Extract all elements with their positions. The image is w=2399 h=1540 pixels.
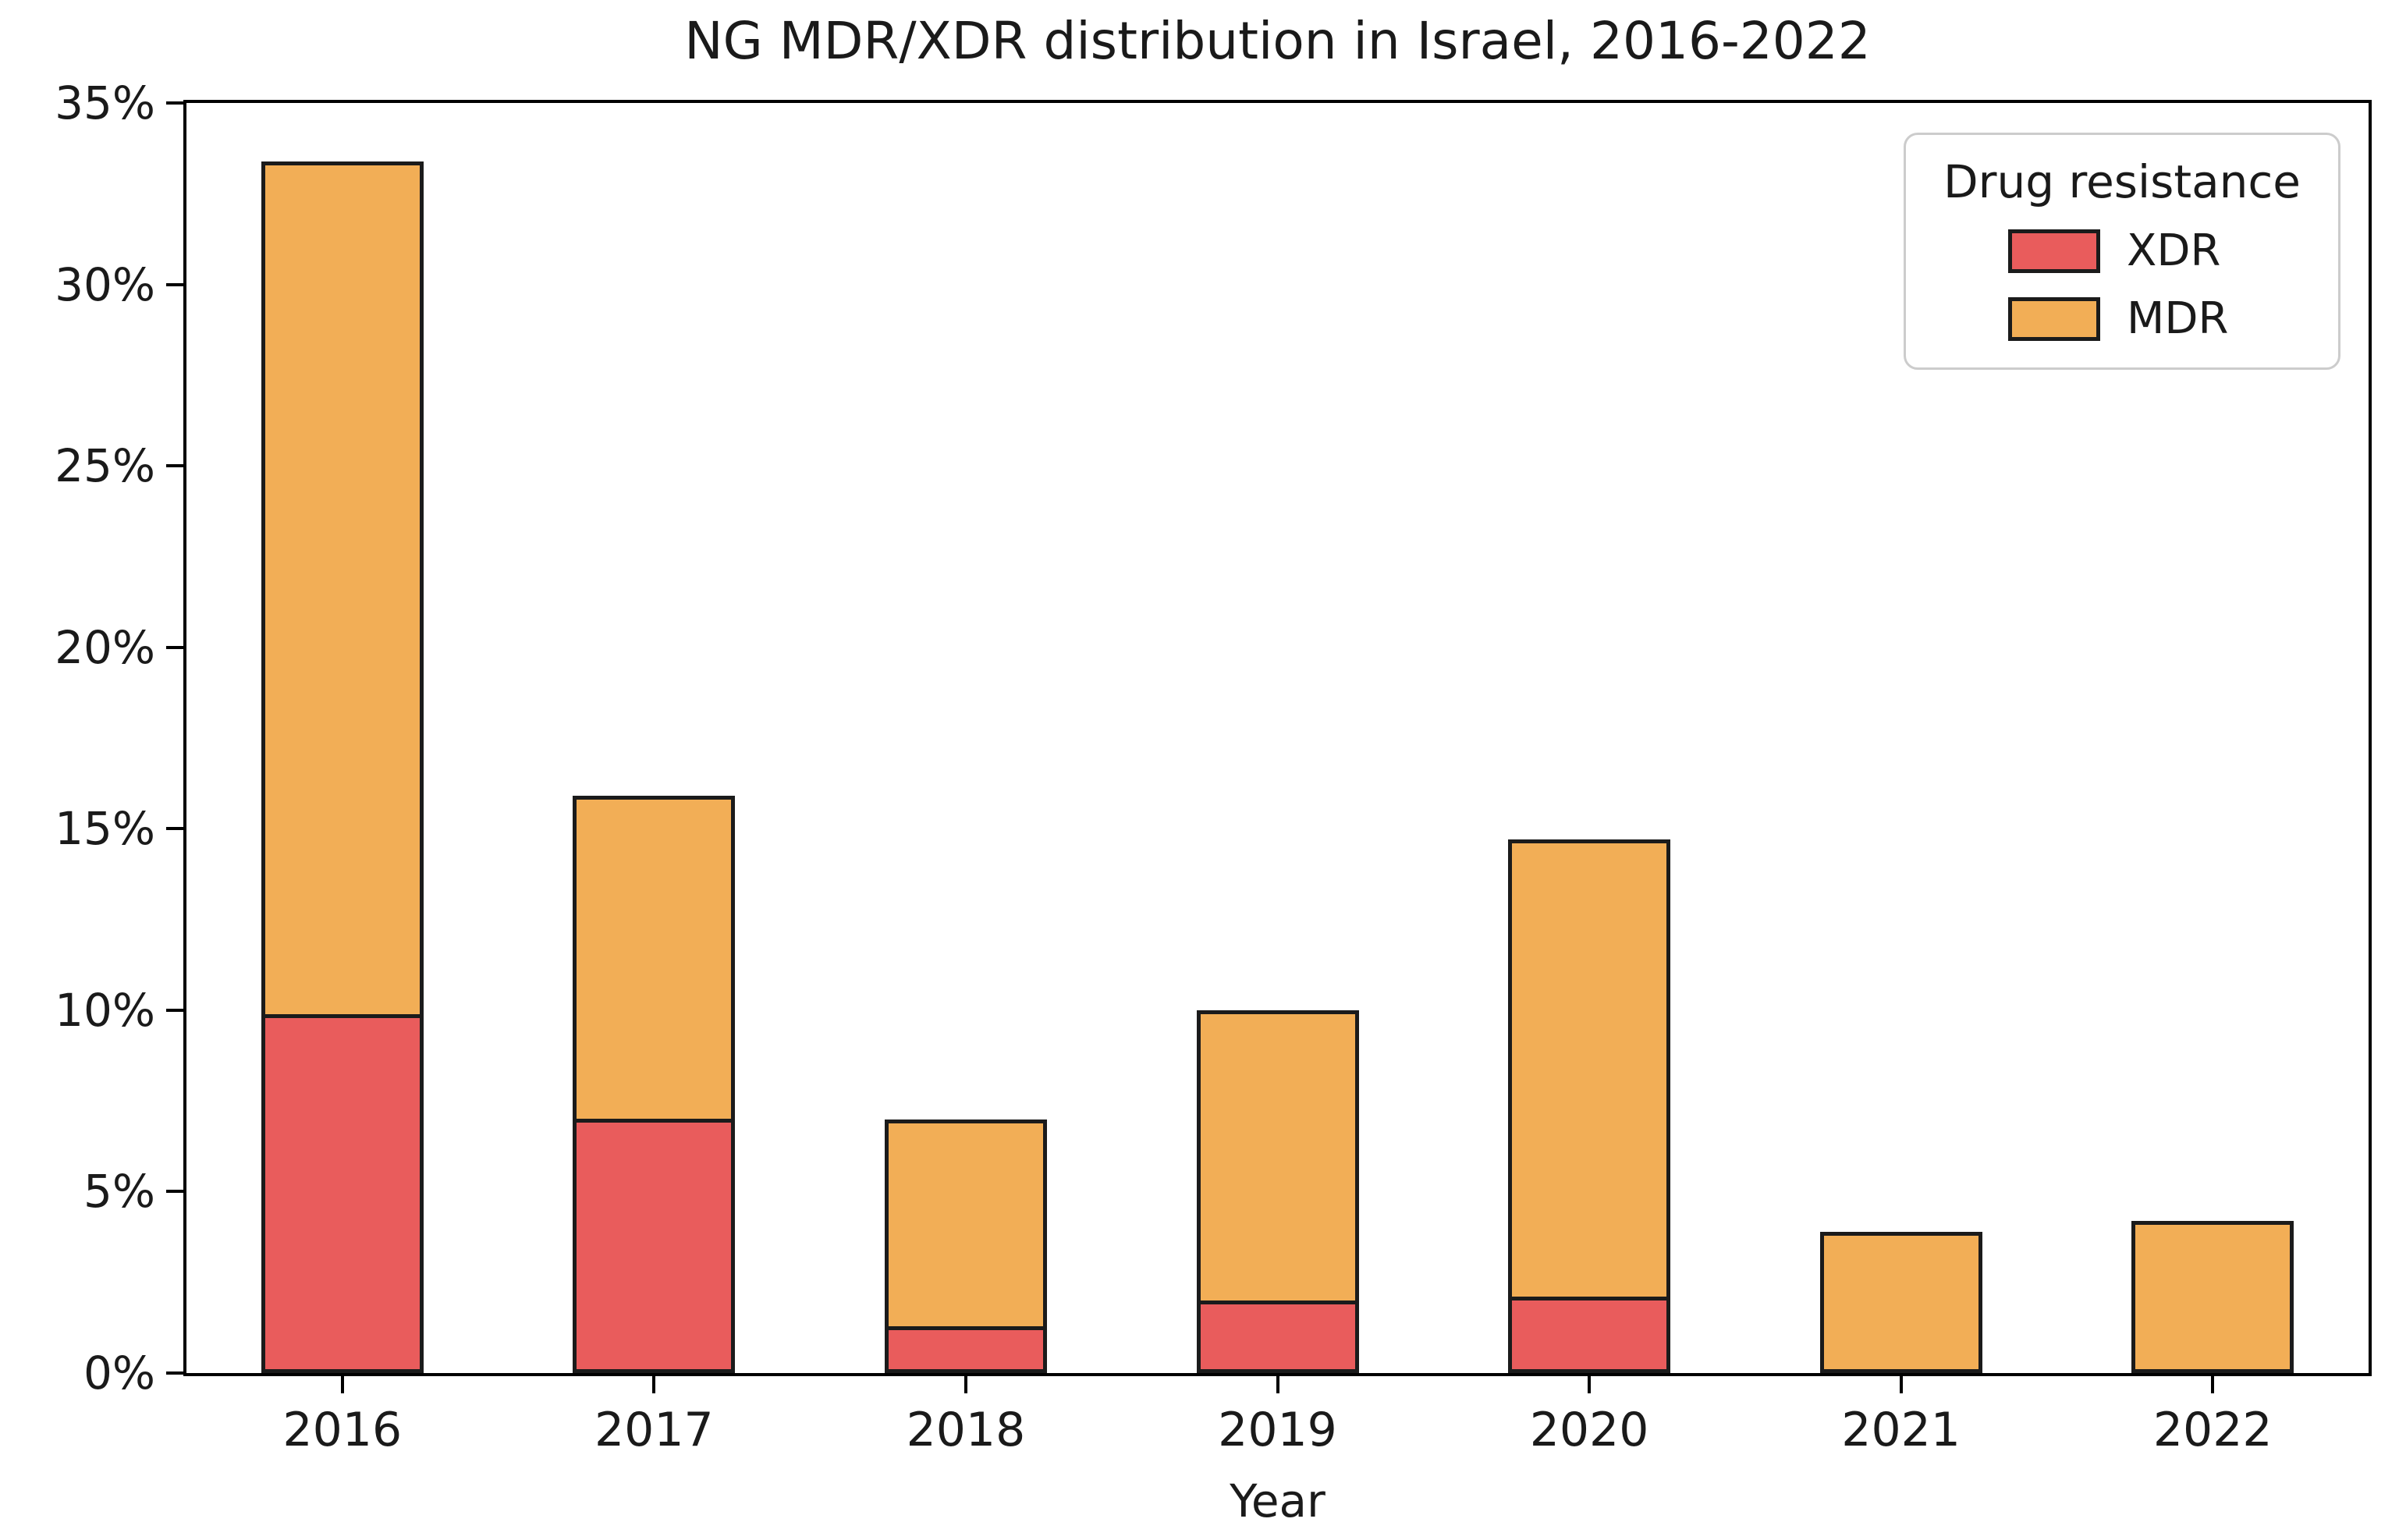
legend: Drug resistance XDR MDR bbox=[1904, 133, 2340, 370]
y-tick-mark bbox=[166, 827, 183, 831]
bar-segment-mdr-2017 bbox=[573, 796, 735, 1123]
bar-segment-xdr-2019 bbox=[1197, 1300, 1359, 1373]
bar-segment-mdr-2022 bbox=[2131, 1221, 2294, 1373]
x-tick-label: 2016 bbox=[282, 1403, 403, 1457]
x-tick-label: 2018 bbox=[906, 1403, 1026, 1457]
x-tick-label: 2022 bbox=[2152, 1403, 2273, 1457]
legend-entries: XDR MDR bbox=[1942, 225, 2302, 344]
x-tick-mark bbox=[964, 1376, 967, 1393]
x-tick-mark bbox=[1588, 1376, 1592, 1393]
bar-segment-mdr-2016 bbox=[261, 161, 424, 1018]
x-tick-mark bbox=[1899, 1376, 1903, 1393]
legend-title: Drug resistance bbox=[1943, 155, 2301, 208]
x-tick-mark bbox=[1276, 1376, 1279, 1393]
x-tick-mark bbox=[340, 1376, 344, 1393]
bar-segment-xdr-2016 bbox=[261, 1014, 424, 1373]
y-tick-mark bbox=[166, 645, 183, 649]
bar-segment-mdr-2021 bbox=[1820, 1232, 1982, 1373]
y-tick-mark bbox=[166, 1008, 183, 1012]
y-tick-label: 25% bbox=[55, 439, 155, 493]
legend-entry-label: MDR bbox=[2127, 293, 2229, 344]
y-tick-label: 0% bbox=[83, 1347, 155, 1400]
bar-segment-xdr-2020 bbox=[1508, 1297, 1670, 1373]
chart-title: NG MDR/XDR distribution in Israel, 2016-… bbox=[684, 11, 1871, 71]
legend-entry: XDR bbox=[1942, 225, 2302, 276]
x-axis-label: Year bbox=[1230, 1474, 1325, 1528]
y-tick-mark bbox=[166, 1190, 183, 1194]
legend-entry: MDR bbox=[1942, 293, 2302, 344]
x-tick-label: 2019 bbox=[1218, 1403, 1337, 1457]
y-tick-label: 15% bbox=[55, 802, 155, 856]
x-tick-label: 2020 bbox=[1529, 1403, 1649, 1457]
x-tick-mark bbox=[652, 1376, 656, 1393]
y-tick-mark bbox=[166, 101, 183, 105]
bar-segment-xdr-2017 bbox=[573, 1119, 735, 1373]
y-tick-label: 35% bbox=[55, 76, 155, 130]
bar-segment-mdr-2018 bbox=[885, 1120, 1047, 1330]
y-tick-mark bbox=[166, 282, 183, 286]
legend-swatch-xdr bbox=[2008, 229, 2100, 273]
plot-area: 0% 5% 10% 15% 20% 25% 30% 35% 2016 2017 2018 2019 2… bbox=[55, 76, 2372, 1457]
y-tick-label: 5% bbox=[83, 1165, 155, 1219]
legend-entry-label: XDR bbox=[2127, 225, 2221, 276]
x-tick-mark bbox=[2211, 1376, 2215, 1393]
y-tick-label: 20% bbox=[55, 620, 155, 674]
y-tick-label: 10% bbox=[55, 983, 155, 1037]
y-tick-label: 30% bbox=[55, 257, 155, 311]
y-tick-mark bbox=[166, 464, 183, 468]
x-tick-label: 2017 bbox=[594, 1403, 714, 1457]
legend-swatch-mdr bbox=[2008, 296, 2100, 341]
bar-segment-mdr-2020 bbox=[1508, 839, 1670, 1300]
x-tick-label: 2021 bbox=[1841, 1403, 1961, 1457]
bar-segment-xdr-2018 bbox=[885, 1326, 1047, 1373]
y-tick-mark bbox=[166, 1371, 183, 1375]
bar-segment-mdr-2019 bbox=[1197, 1010, 1359, 1304]
